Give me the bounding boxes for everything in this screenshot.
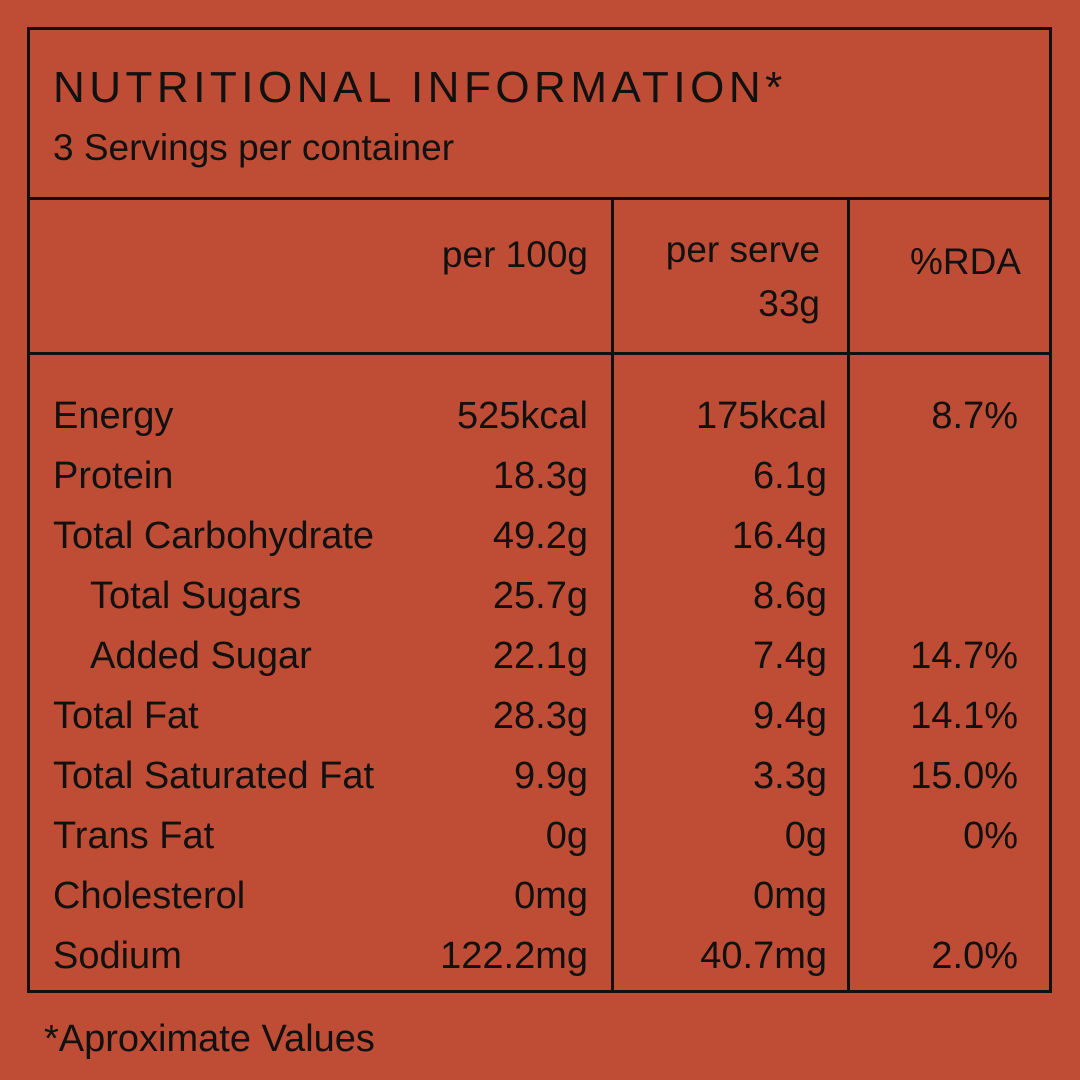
value-per-100g: 0g [545, 815, 588, 857]
table-row: Energy 525kcal 175kcal 8.7% [0, 394, 1080, 454]
value-per-serve: 3.3g [753, 755, 827, 797]
value-per-100g: 9.9g [514, 755, 588, 797]
nutrient-name: Total Carbohydrate [53, 515, 375, 557]
value-per-100g: 28.3g [492, 695, 588, 737]
value-per-100g: 122.2mg [440, 935, 588, 977]
value-per-serve: 175kcal [696, 395, 827, 437]
table-row: Total Fat 28.3g 9.4g 14.1% [0, 694, 1080, 754]
value-per-serve: 7.4g [753, 635, 827, 677]
nutrient-name: Trans Fat [53, 815, 215, 857]
value-rda: 2.0% [931, 935, 1018, 977]
nutrient-name: Total Sugars [90, 575, 302, 617]
table-row: Total Sugars 25.7g 8.6g [0, 574, 1080, 634]
value-per-serve: 16.4g [731, 515, 827, 557]
value-per-serve: 6.1g [753, 455, 827, 497]
column-divider-2 [847, 197, 850, 993]
value-per-100g: 525kcal [457, 395, 588, 437]
servings-per-container: 3 Servings per container [53, 127, 455, 168]
nutrient-name: Total Saturated Fat [53, 755, 375, 797]
value-rda: 0% [963, 815, 1018, 857]
header-divider [27, 352, 1052, 355]
value-per-100g: 49.2g [492, 515, 588, 557]
table-row: Total Saturated Fat 9.9g 3.3g 15.0% [0, 754, 1080, 814]
table-row: Protein 18.3g 6.1g [0, 454, 1080, 514]
nutrient-name: Total Fat [53, 695, 199, 737]
value-per-100g: 18.3g [492, 455, 588, 497]
value-rda: 8.7% [931, 395, 1018, 437]
column-header-per-serve: per serve [665, 229, 820, 270]
value-per-serve: 0mg [753, 875, 827, 917]
table-row: Added Sugar 22.1g 7.4g 14.7% [0, 634, 1080, 694]
nutrient-name: Sodium [53, 935, 182, 977]
column-header-per-100g: per 100g [441, 234, 588, 275]
value-per-serve: 40.7mg [700, 935, 827, 977]
table-row: Sodium 122.2mg 40.7mg 2.0% [0, 934, 1080, 994]
column-divider-1 [611, 197, 614, 993]
table-row: Cholesterol 0mg 0mg [0, 874, 1080, 934]
footnote: *Aproximate Values [44, 1018, 375, 1060]
title-divider [27, 197, 1052, 200]
nutrition-panel [27, 27, 1052, 993]
value-per-serve: 8.6g [753, 575, 827, 617]
table-row: Total Carbohydrate 49.2g 16.4g [0, 514, 1080, 574]
value-rda: 14.1% [910, 695, 1018, 737]
value-rda: 14.7% [910, 635, 1018, 677]
table-row: Trans Fat 0g 0g 0% [0, 814, 1080, 874]
value-rda: 15.0% [910, 755, 1018, 797]
nutrient-name: Energy [53, 395, 174, 437]
value-per-100g: 0mg [514, 875, 588, 917]
value-per-100g: 22.1g [492, 635, 588, 677]
nutrient-name: Cholesterol [53, 875, 246, 917]
value-per-serve: 0g [784, 815, 827, 857]
column-header-rda: %RDA [909, 241, 1021, 282]
column-header-per-serve-size: 33g [758, 283, 820, 324]
value-per-100g: 25.7g [492, 575, 588, 617]
panel-title: NUTRITIONAL INFORMATION* [53, 63, 787, 112]
nutrient-name: Protein [53, 455, 174, 497]
value-per-serve: 9.4g [753, 695, 827, 737]
nutrient-name: Added Sugar [90, 635, 312, 677]
